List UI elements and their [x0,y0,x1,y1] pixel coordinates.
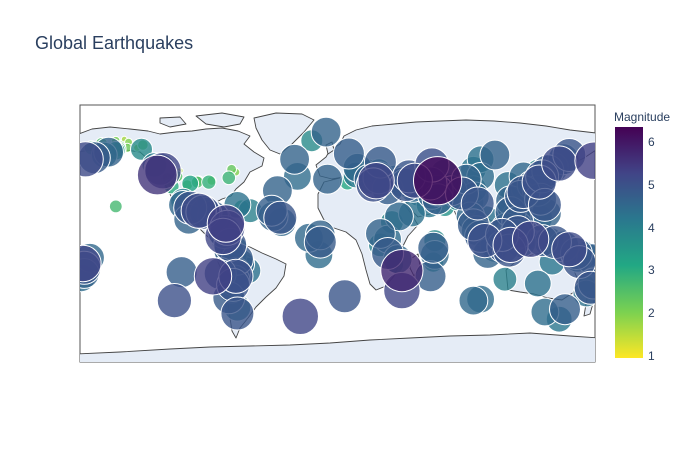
quake-marker[interactable] [68,141,104,178]
quake-marker[interactable] [380,249,424,293]
colorbar-tick: 1 [648,349,655,363]
quake-marker[interactable] [165,256,198,289]
quake-marker[interactable] [281,297,319,335]
quake-marker[interactable] [332,137,365,170]
quake-marker[interactable] [310,116,342,148]
quake-marker[interactable] [279,143,311,175]
colorbar-title: Magnitude [614,110,671,124]
quake-markers[interactable] [65,116,613,335]
quake-marker[interactable] [221,170,237,186]
quake-marker[interactable] [201,174,217,190]
quake-marker[interactable] [511,220,550,258]
quake-marker[interactable] [573,270,607,305]
quake-marker[interactable] [65,244,102,283]
colorbar-tick: 4 [648,221,655,235]
quake-marker[interactable] [523,269,552,298]
colorbar [615,127,643,358]
quake-marker[interactable] [413,156,463,206]
page-title: Global Earthquakes [35,33,194,53]
quake-marker[interactable] [206,204,246,243]
quake-marker[interactable] [303,225,337,259]
quake-marker[interactable] [327,279,362,314]
quake-marker[interactable] [263,200,298,235]
land-antarctica [80,332,595,362]
quake-marker[interactable] [108,199,123,214]
quake-marker[interactable] [458,285,489,316]
quake-marker[interactable] [549,293,581,326]
quake-marker[interactable] [479,139,511,171]
colorbar-tick: 5 [648,178,655,192]
quake-marker[interactable] [136,154,178,196]
quake-marker[interactable] [551,231,588,268]
quake-marker[interactable] [220,296,255,331]
quake-marker[interactable] [541,145,578,182]
quake-marker[interactable] [417,231,450,264]
quake-marker[interactable] [574,141,612,180]
quake-marker[interactable] [492,266,518,292]
colorbar-tick: 6 [648,135,655,149]
quake-marker[interactable] [156,283,192,319]
quake-marker[interactable] [460,186,495,221]
quake-marker[interactable] [193,257,233,296]
quake-marker[interactable] [312,163,343,195]
colorbar-tick: 2 [648,306,655,320]
land-arctic-islands [159,112,245,128]
quake-marker[interactable] [357,162,395,200]
land-greenland [253,112,315,155]
colorbar-tick: 3 [648,263,655,277]
